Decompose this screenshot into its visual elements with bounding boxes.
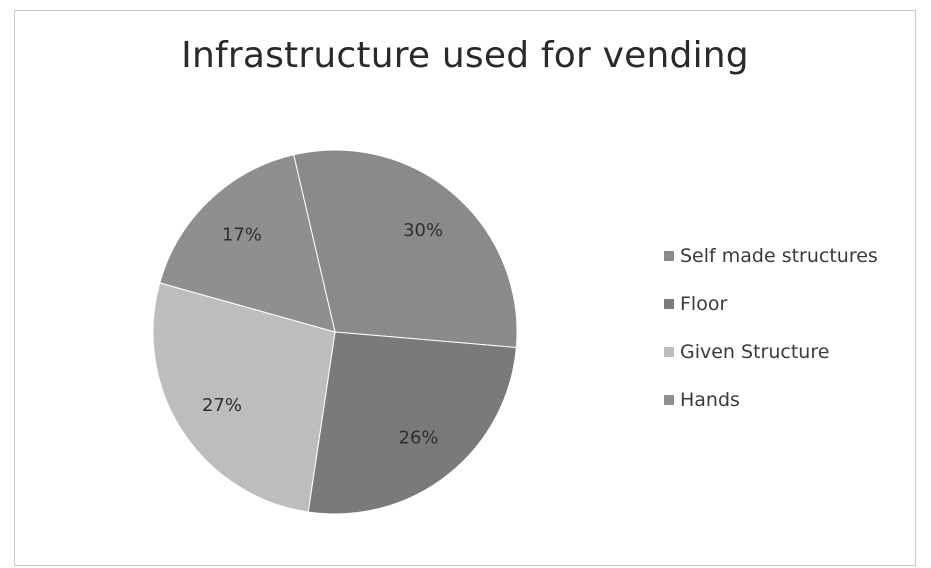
legend-label: Given Structure — [680, 341, 830, 363]
pie-slice-floor — [307, 331, 517, 515]
pie-slice-given-structure — [152, 282, 336, 513]
legend-swatch — [664, 299, 674, 309]
data-label-self-made-structures: 30% — [403, 220, 443, 241]
data-label-hands: 17% — [222, 225, 262, 246]
legend-item-floor: Floor — [664, 292, 878, 316]
legend-item-given-structure: Given Structure — [664, 340, 878, 364]
pie-slice-hands — [159, 154, 336, 333]
pie-slice-self-made-structures — [293, 149, 518, 348]
data-label-given-structure: 27% — [202, 395, 242, 416]
legend-swatch — [664, 347, 674, 357]
legend-swatch — [664, 395, 674, 405]
legend-item-hands: Hands — [664, 388, 878, 412]
legend-item-self-made-structures: Self made structures — [664, 244, 878, 268]
legend-swatch — [664, 251, 674, 261]
legend-label: Floor — [680, 293, 728, 315]
data-label-floor: 26% — [399, 428, 439, 449]
legend-label: Self made structures — [680, 245, 878, 267]
legend-label: Hands — [680, 389, 740, 411]
chart-legend: Self made structures Floor Given Structure… — [664, 244, 878, 436]
chart-title: Infrastructure used for vending — [181, 35, 749, 76]
